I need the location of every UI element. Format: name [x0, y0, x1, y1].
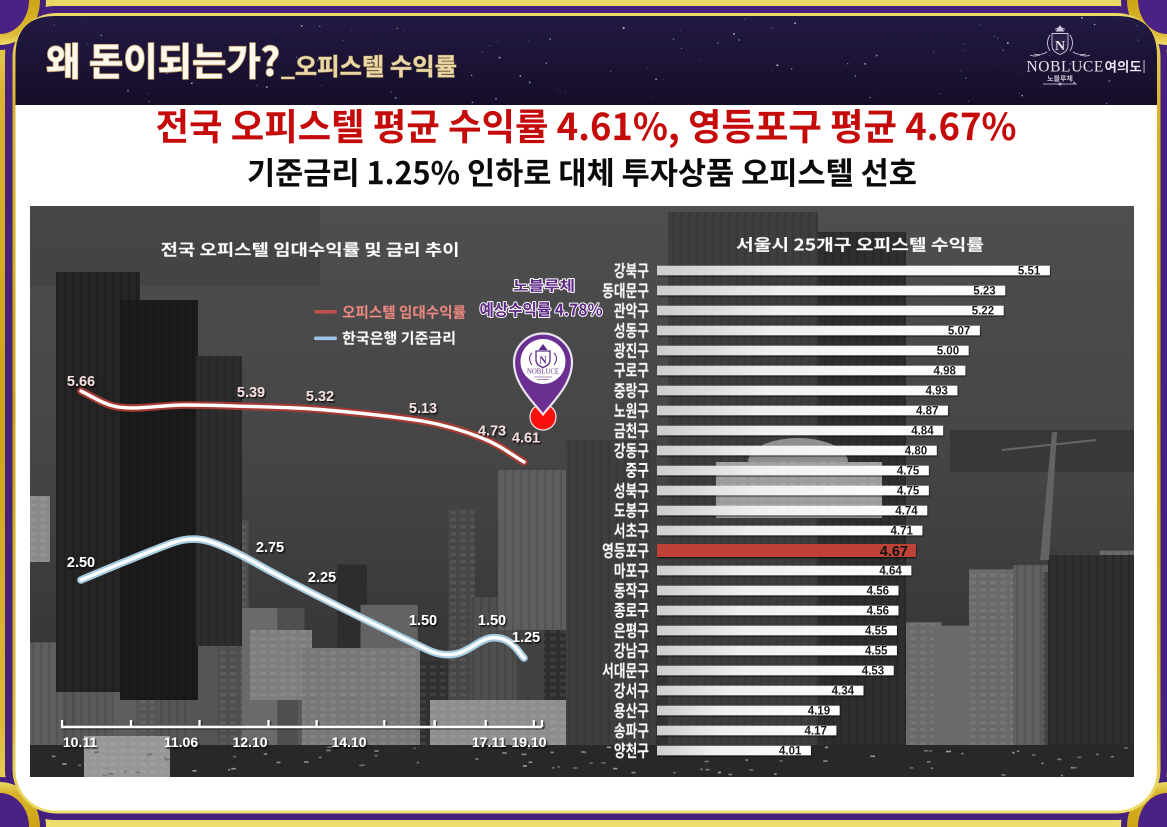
svg-text:12.10: 12.10: [232, 734, 267, 750]
svg-text:4.61: 4.61: [512, 431, 540, 447]
svg-text:4.56: 4.56: [867, 606, 889, 618]
svg-text:4.55: 4.55: [865, 646, 888, 658]
svg-text:10.11: 10.11: [63, 734, 97, 750]
svg-text:5.32: 5.32: [306, 389, 334, 405]
svg-text:2.50: 2.50: [67, 555, 95, 571]
svg-text:5.66: 5.66: [67, 374, 95, 390]
svg-text:4.19: 4.19: [808, 706, 830, 718]
svg-text:4.98: 4.98: [934, 366, 957, 378]
svg-text:N: N: [1055, 39, 1065, 54]
svg-text:1.50: 1.50: [409, 613, 437, 629]
svg-text:4.75: 4.75: [897, 466, 920, 478]
svg-text:5.39: 5.39: [237, 385, 265, 401]
svg-text:4.53: 4.53: [862, 666, 884, 678]
svg-text:4.80: 4.80: [905, 446, 927, 458]
svg-text:4.56: 4.56: [867, 586, 889, 598]
svg-text:5.00: 5.00: [937, 346, 959, 358]
svg-text:4.75: 4.75: [897, 486, 920, 498]
svg-text:NOBLUCE: NOBLUCE: [527, 369, 559, 376]
svg-text:1.25: 1.25: [512, 630, 540, 646]
svg-text:14.10: 14.10: [331, 734, 366, 750]
svg-text:1.50: 1.50: [478, 613, 506, 629]
svg-text:4.55: 4.55: [865, 626, 888, 638]
svg-text:4.87: 4.87: [916, 406, 938, 418]
svg-text:5.13: 5.13: [409, 401, 437, 417]
svg-text:4.34: 4.34: [832, 686, 855, 698]
svg-text:4.01: 4.01: [779, 746, 802, 758]
svg-text:4.64: 4.64: [879, 566, 902, 578]
svg-text:5.22: 5.22: [972, 306, 994, 318]
svg-text:4.84: 4.84: [911, 426, 934, 438]
svg-text:4.67: 4.67: [880, 544, 908, 560]
svg-text:19.10: 19.10: [511, 734, 546, 750]
svg-text:5.51: 5.51: [1018, 266, 1041, 278]
svg-text:NOBLUCE: NOBLUCE: [1027, 59, 1104, 76]
svg-text:4.17: 4.17: [805, 726, 827, 738]
svg-text:4.71: 4.71: [891, 526, 914, 538]
svg-text:11.06: 11.06: [164, 734, 198, 750]
svg-text:4.93: 4.93: [926, 386, 948, 398]
svg-text:4.73: 4.73: [478, 424, 506, 440]
svg-text:2.25: 2.25: [308, 570, 336, 586]
svg-text:2.75: 2.75: [256, 540, 284, 556]
svg-text:5.23: 5.23: [973, 286, 995, 298]
svg-text:4.74: 4.74: [895, 506, 918, 518]
svg-text:N: N: [539, 356, 547, 367]
svg-text:17.11: 17.11: [472, 734, 506, 750]
svg-text:5.07: 5.07: [948, 326, 970, 338]
